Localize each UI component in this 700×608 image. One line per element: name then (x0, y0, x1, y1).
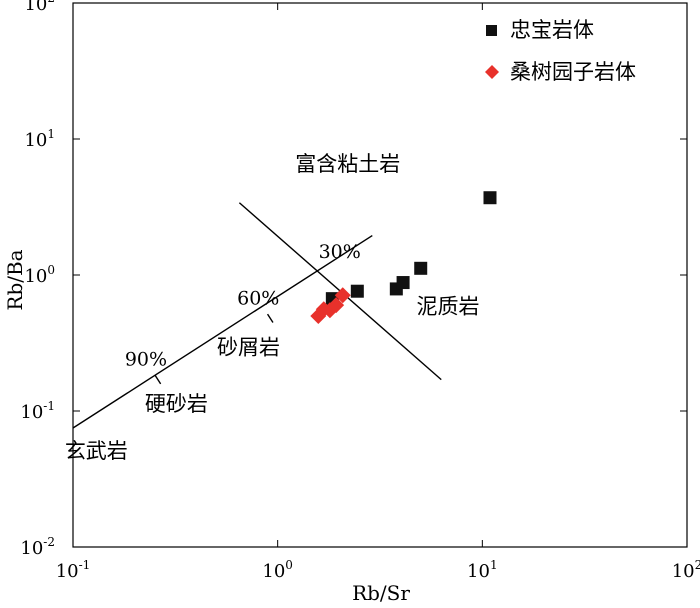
region-label: 砂屑岩 (217, 336, 280, 360)
point-square (396, 276, 410, 290)
point-square (350, 284, 364, 298)
y-tick-label: 100 (24, 263, 55, 287)
mixing-percent-label: 60% (237, 287, 279, 309)
mixing-line (72, 234, 373, 429)
region-label: 玄武岩 (65, 439, 128, 463)
x-axis-title: Rb/Sr (352, 581, 410, 605)
legend-label-sangshuyuanzi: 桑树园子岩体 (510, 60, 636, 84)
plot-frame (72, 2, 688, 548)
diagram-lines: 90% 60% 30% (72, 202, 442, 429)
y-tick-label: 10-1 (20, 399, 55, 423)
x-tick-label: 10-1 (56, 558, 91, 582)
y-tick-label: 102 (24, 0, 55, 15)
mixing-line-tick (154, 375, 162, 385)
y-tick-label: 101 (24, 127, 55, 151)
point-diamond (328, 297, 345, 314)
data-points (310, 191, 497, 324)
region-label: 泥质岩 (417, 295, 480, 319)
mixing-percent-label: 90% (125, 349, 167, 371)
legend-marker-diamond (485, 65, 499, 79)
point-square (414, 261, 428, 275)
x-tick-label: 100 (262, 558, 293, 582)
point-square (483, 191, 497, 205)
y-tick-label: 10-2 (20, 535, 55, 559)
mixing-line-tick (266, 313, 274, 323)
legend: 忠宝岩体 桑树园子岩体 (485, 18, 636, 84)
y-axis-title: Rb/Ba (3, 249, 27, 310)
region-label: 硬砂岩 (145, 392, 208, 416)
mixing-percent-label: 30% (319, 241, 361, 263)
point-diamond (334, 287, 351, 304)
x-tick-label: 102 (672, 558, 700, 582)
legend-marker-square (486, 25, 497, 36)
region-label: 富含粘土岩 (295, 152, 400, 176)
legend-label-zhongbao: 忠宝岩体 (510, 18, 594, 42)
x-tick-label: 101 (467, 558, 498, 582)
